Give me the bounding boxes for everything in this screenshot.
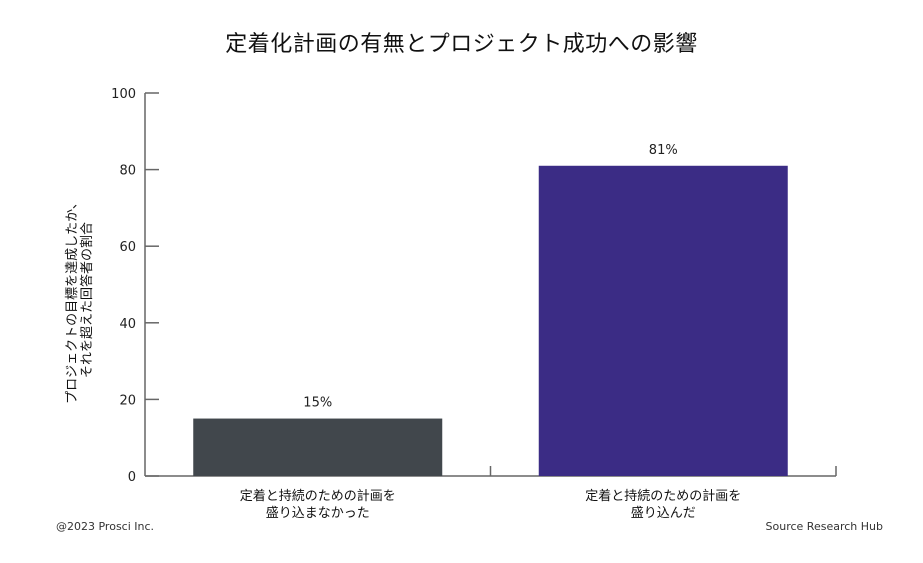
- chart-title: 定着化計画の有無とプロジェクト成功への影響: [225, 32, 698, 57]
- x-category-label: 盛り込んだ: [631, 506, 696, 521]
- y-tick-label: 0: [128, 470, 136, 485]
- x-category-label: 盛り込まなかった: [266, 506, 370, 521]
- source-text: Source Research Hub: [765, 520, 883, 533]
- copyright-text: @2023 Prosci Inc.: [56, 520, 155, 533]
- bar-value-label: 81%: [649, 143, 678, 158]
- y-tick-label: 20: [119, 393, 136, 408]
- bar: [193, 418, 443, 476]
- y-tick-label: 100: [111, 87, 136, 102]
- x-category-label: 定着と持続のための計画を: [585, 488, 741, 504]
- y-tick-label: 60: [119, 240, 136, 255]
- y-tick-label: 80: [119, 164, 136, 179]
- y-tick-label: 40: [119, 317, 136, 332]
- x-category-label: 定着と持続のための計画を: [240, 488, 396, 504]
- bar: [538, 165, 788, 476]
- bar-value-label: 15%: [303, 396, 332, 411]
